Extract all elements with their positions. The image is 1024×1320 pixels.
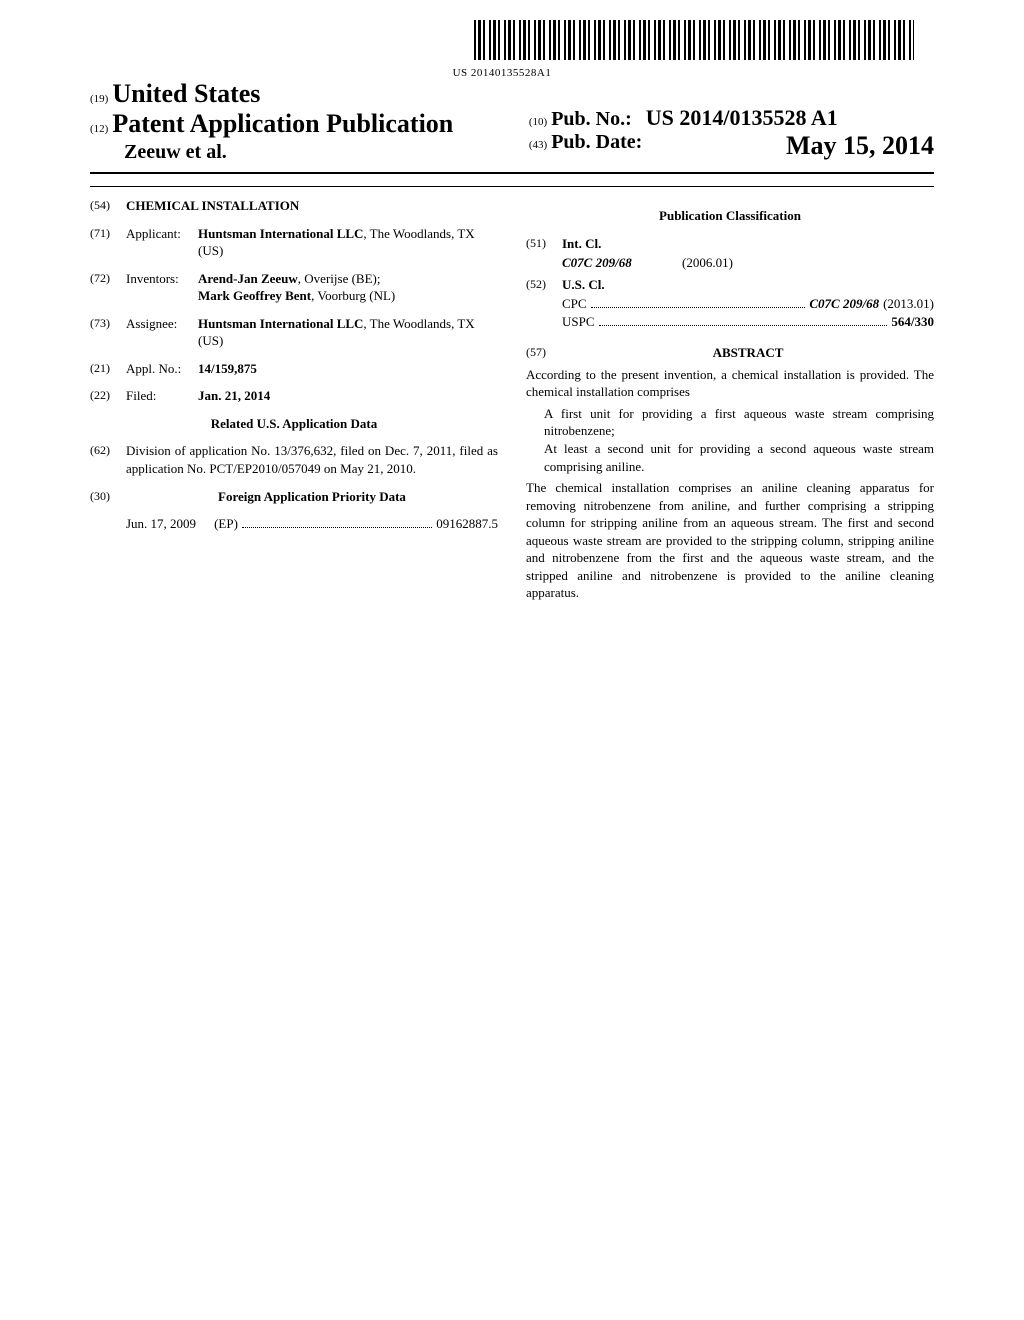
filed-value: Jan. 21, 2014 [198, 387, 498, 405]
inventor-2-name: Mark Geoffrey Bent [198, 288, 311, 303]
patent-page: US 20140135528A1 (19) United States (12)… [0, 0, 1024, 602]
cpc-row: CPC C07C 209/68 (2013.01) [562, 295, 934, 313]
rule-top [90, 172, 934, 174]
filed-label: Filed: [126, 387, 198, 405]
related-us-heading: Related U.S. Application Data [90, 415, 498, 433]
assignee-name: Huntsman International LLC [198, 316, 363, 331]
applicant-name: Huntsman International LLC [198, 226, 363, 241]
dot-leader [242, 517, 432, 528]
inventors-field: (72) Inventors: Arend-Jan Zeeuw, Overijs… [90, 270, 498, 305]
abstract-p2: The chemical installation comprises an a… [526, 480, 934, 600]
code-57: (57) [526, 344, 562, 362]
uspc-label: USPC [562, 313, 595, 331]
dot-leader-uspc [599, 315, 888, 326]
assignee-value: Huntsman International LLC, The Woodland… [198, 315, 498, 350]
inventor-1-name: Arend-Jan Zeeuw [198, 271, 298, 286]
abstract-body: According to the present invention, a ch… [526, 366, 934, 602]
author-line: Zeeuw et al. [90, 141, 495, 164]
pubno-label: Pub. No.: [551, 108, 632, 130]
country-line: (19) United States [90, 79, 495, 109]
code-43: (43) [529, 139, 547, 151]
country-name: United States [112, 79, 260, 108]
division-text: Division of application No. 13/376,632, … [126, 442, 498, 477]
assignee-label: Assignee: [126, 315, 198, 350]
code-19: (19) [90, 93, 108, 105]
inventors-label: Inventors: [126, 270, 198, 305]
abstract-heading-row: (57) ABSTRACT [526, 344, 934, 362]
code-12: (12) [90, 123, 108, 135]
division-field: (62) Division of application No. 13/376,… [90, 442, 498, 477]
code-51: (51) [526, 235, 562, 253]
right-column: Publication Classification (51) Int. Cl.… [526, 197, 934, 602]
abstract-item-2: At least a second unit for providing a s… [544, 440, 934, 475]
foreign-appno: 09162887.5 [436, 515, 498, 533]
intcl-label: Int. Cl. [562, 235, 934, 253]
code-10: (10) [529, 116, 547, 128]
uspc-row: USPC 564/330 [562, 313, 934, 331]
publication-kind: Patent Application Publication [112, 109, 453, 138]
title-field: (54) CHEMICAL INSTALLATION [90, 197, 498, 215]
body-columns: (54) CHEMICAL INSTALLATION (71) Applican… [90, 197, 934, 602]
code-54: (54) [90, 197, 126, 215]
header-left: (19) United States (12) Patent Applicati… [90, 79, 495, 164]
code-52: (52) [526, 276, 562, 294]
barcode-block: US 20140135528A1 [90, 20, 914, 79]
abstract-label: ABSTRACT [562, 344, 934, 362]
inventor-1-loc: , Overijse (BE); [298, 271, 381, 286]
kind-line: (12) Patent Application Publication [90, 109, 495, 139]
uspc-code: 564/330 [891, 313, 934, 331]
applicant-value: Huntsman International LLC, The Woodland… [198, 225, 498, 260]
barcode-icon [474, 20, 914, 60]
barcode-number: US 20140135528A1 [90, 67, 914, 79]
code-72: (72) [90, 270, 126, 305]
applicant-field: (71) Applicant: Huntsman International L… [90, 225, 498, 260]
header-right: (10) Pub. No.: US 2014/0135528 A1 (43) P… [529, 79, 934, 161]
applno-label: Appl. No.: [126, 360, 198, 378]
dot-leader-cpc [591, 297, 806, 308]
abstract-item-1: A first unit for providing a first aqueo… [544, 405, 934, 440]
code-30: (30) [90, 488, 126, 506]
applno-value: 14/159,875 [198, 360, 498, 378]
inventors-value: Arend-Jan Zeeuw, Overijse (BE); Mark Geo… [198, 270, 498, 305]
left-column: (54) CHEMICAL INSTALLATION (71) Applican… [90, 197, 498, 602]
foreign-heading-row: (30) Foreign Application Priority Data [90, 488, 498, 506]
foreign-heading: Foreign Application Priority Data [126, 488, 498, 506]
applno-field: (21) Appl. No.: 14/159,875 [90, 360, 498, 378]
foreign-priority-row: Jun. 17, 2009 (EP) 09162887.5 [126, 515, 498, 533]
cpc-version: (2013.01) [883, 295, 934, 313]
code-73: (73) [90, 315, 126, 350]
uscl-label: U.S. Cl. [562, 276, 934, 294]
pubno-value: US 2014/0135528 A1 [646, 105, 838, 130]
rule-top-thin [90, 186, 934, 187]
foreign-date: Jun. 17, 2009 [126, 515, 196, 533]
header: (19) United States (12) Patent Applicati… [90, 79, 934, 164]
code-71: (71) [90, 225, 126, 260]
code-22: (22) [90, 387, 126, 405]
pubdate-line: (43) Pub. Date: May 15, 2014 [529, 131, 934, 161]
intcl-row: C07C 209/68 (2006.01) [562, 254, 934, 272]
classification-heading: Publication Classification [526, 207, 934, 225]
pubno-line: (10) Pub. No.: US 2014/0135528 A1 [529, 105, 934, 131]
uscl-field: (52) U.S. Cl. [526, 276, 934, 294]
filed-field: (22) Filed: Jan. 21, 2014 [90, 387, 498, 405]
code-62: (62) [90, 442, 126, 477]
foreign-country: (EP) [214, 515, 238, 533]
abstract-p1: According to the present invention, a ch… [526, 367, 934, 400]
intcl-field: (51) Int. Cl. [526, 235, 934, 253]
cpc-label: CPC [562, 295, 587, 313]
intcl-version: (2006.01) [682, 254, 733, 272]
inventor-2-loc: , Voorburg (NL) [311, 288, 395, 303]
pubdate-value: May 15, 2014 [786, 131, 934, 161]
abstract-list: A first unit for providing a first aqueo… [544, 405, 934, 475]
assignee-field: (73) Assignee: Huntsman International LL… [90, 315, 498, 350]
applicant-label: Applicant: [126, 225, 198, 260]
code-21: (21) [90, 360, 126, 378]
intcl-code: C07C 209/68 [562, 254, 682, 272]
invention-title: CHEMICAL INSTALLATION [126, 197, 498, 215]
cpc-code: C07C 209/68 [809, 295, 879, 313]
pubdate-label: Pub. Date: [551, 131, 642, 153]
